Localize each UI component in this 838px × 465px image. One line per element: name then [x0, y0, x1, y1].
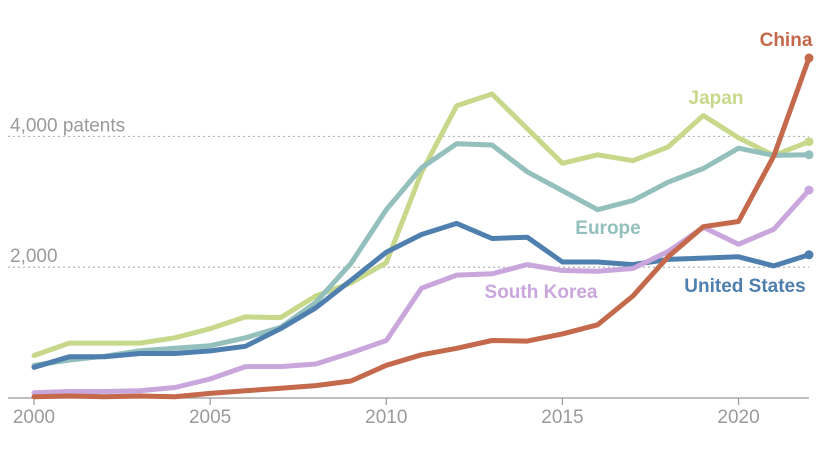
gridlines: 2,000 4,000 patents	[8, 115, 809, 268]
series-label-united-states: United States	[684, 276, 805, 297]
series-line-china	[31, 55, 812, 400]
series-label-europe: Europe	[575, 218, 640, 239]
y-tick-label-4000: 4,000 patents	[10, 115, 125, 136]
series-end-point-europe	[804, 150, 814, 160]
series-label-japan: Japan	[689, 88, 744, 109]
series-line-japan	[31, 91, 812, 358]
series-labels: Japan Europe United States South Korea China	[485, 30, 813, 303]
y-tick-label-2000: 2,000	[10, 246, 58, 267]
x-axis: 2000 2005 2010 2015 2020	[8, 397, 809, 428]
series-line-europe	[31, 141, 812, 368]
series-label-china: China	[760, 30, 813, 51]
series-label-south-korea: South Korea	[485, 282, 598, 303]
series-line-south-korea	[31, 187, 812, 396]
x-tick-label-2010: 2010	[365, 407, 407, 428]
series-end-point-japan	[804, 137, 814, 147]
series-end-point-china	[804, 53, 814, 63]
series-line-united-states	[31, 220, 812, 370]
x-tick-label-2015: 2015	[541, 407, 583, 428]
series-end-point-south-korea	[804, 185, 814, 195]
x-tick-label-2000: 2000	[13, 407, 55, 428]
x-tick-label-2020: 2020	[717, 407, 759, 428]
series-lines	[31, 53, 814, 400]
x-tick-label-2005: 2005	[189, 407, 231, 428]
series-end-point-united-states	[804, 250, 814, 260]
